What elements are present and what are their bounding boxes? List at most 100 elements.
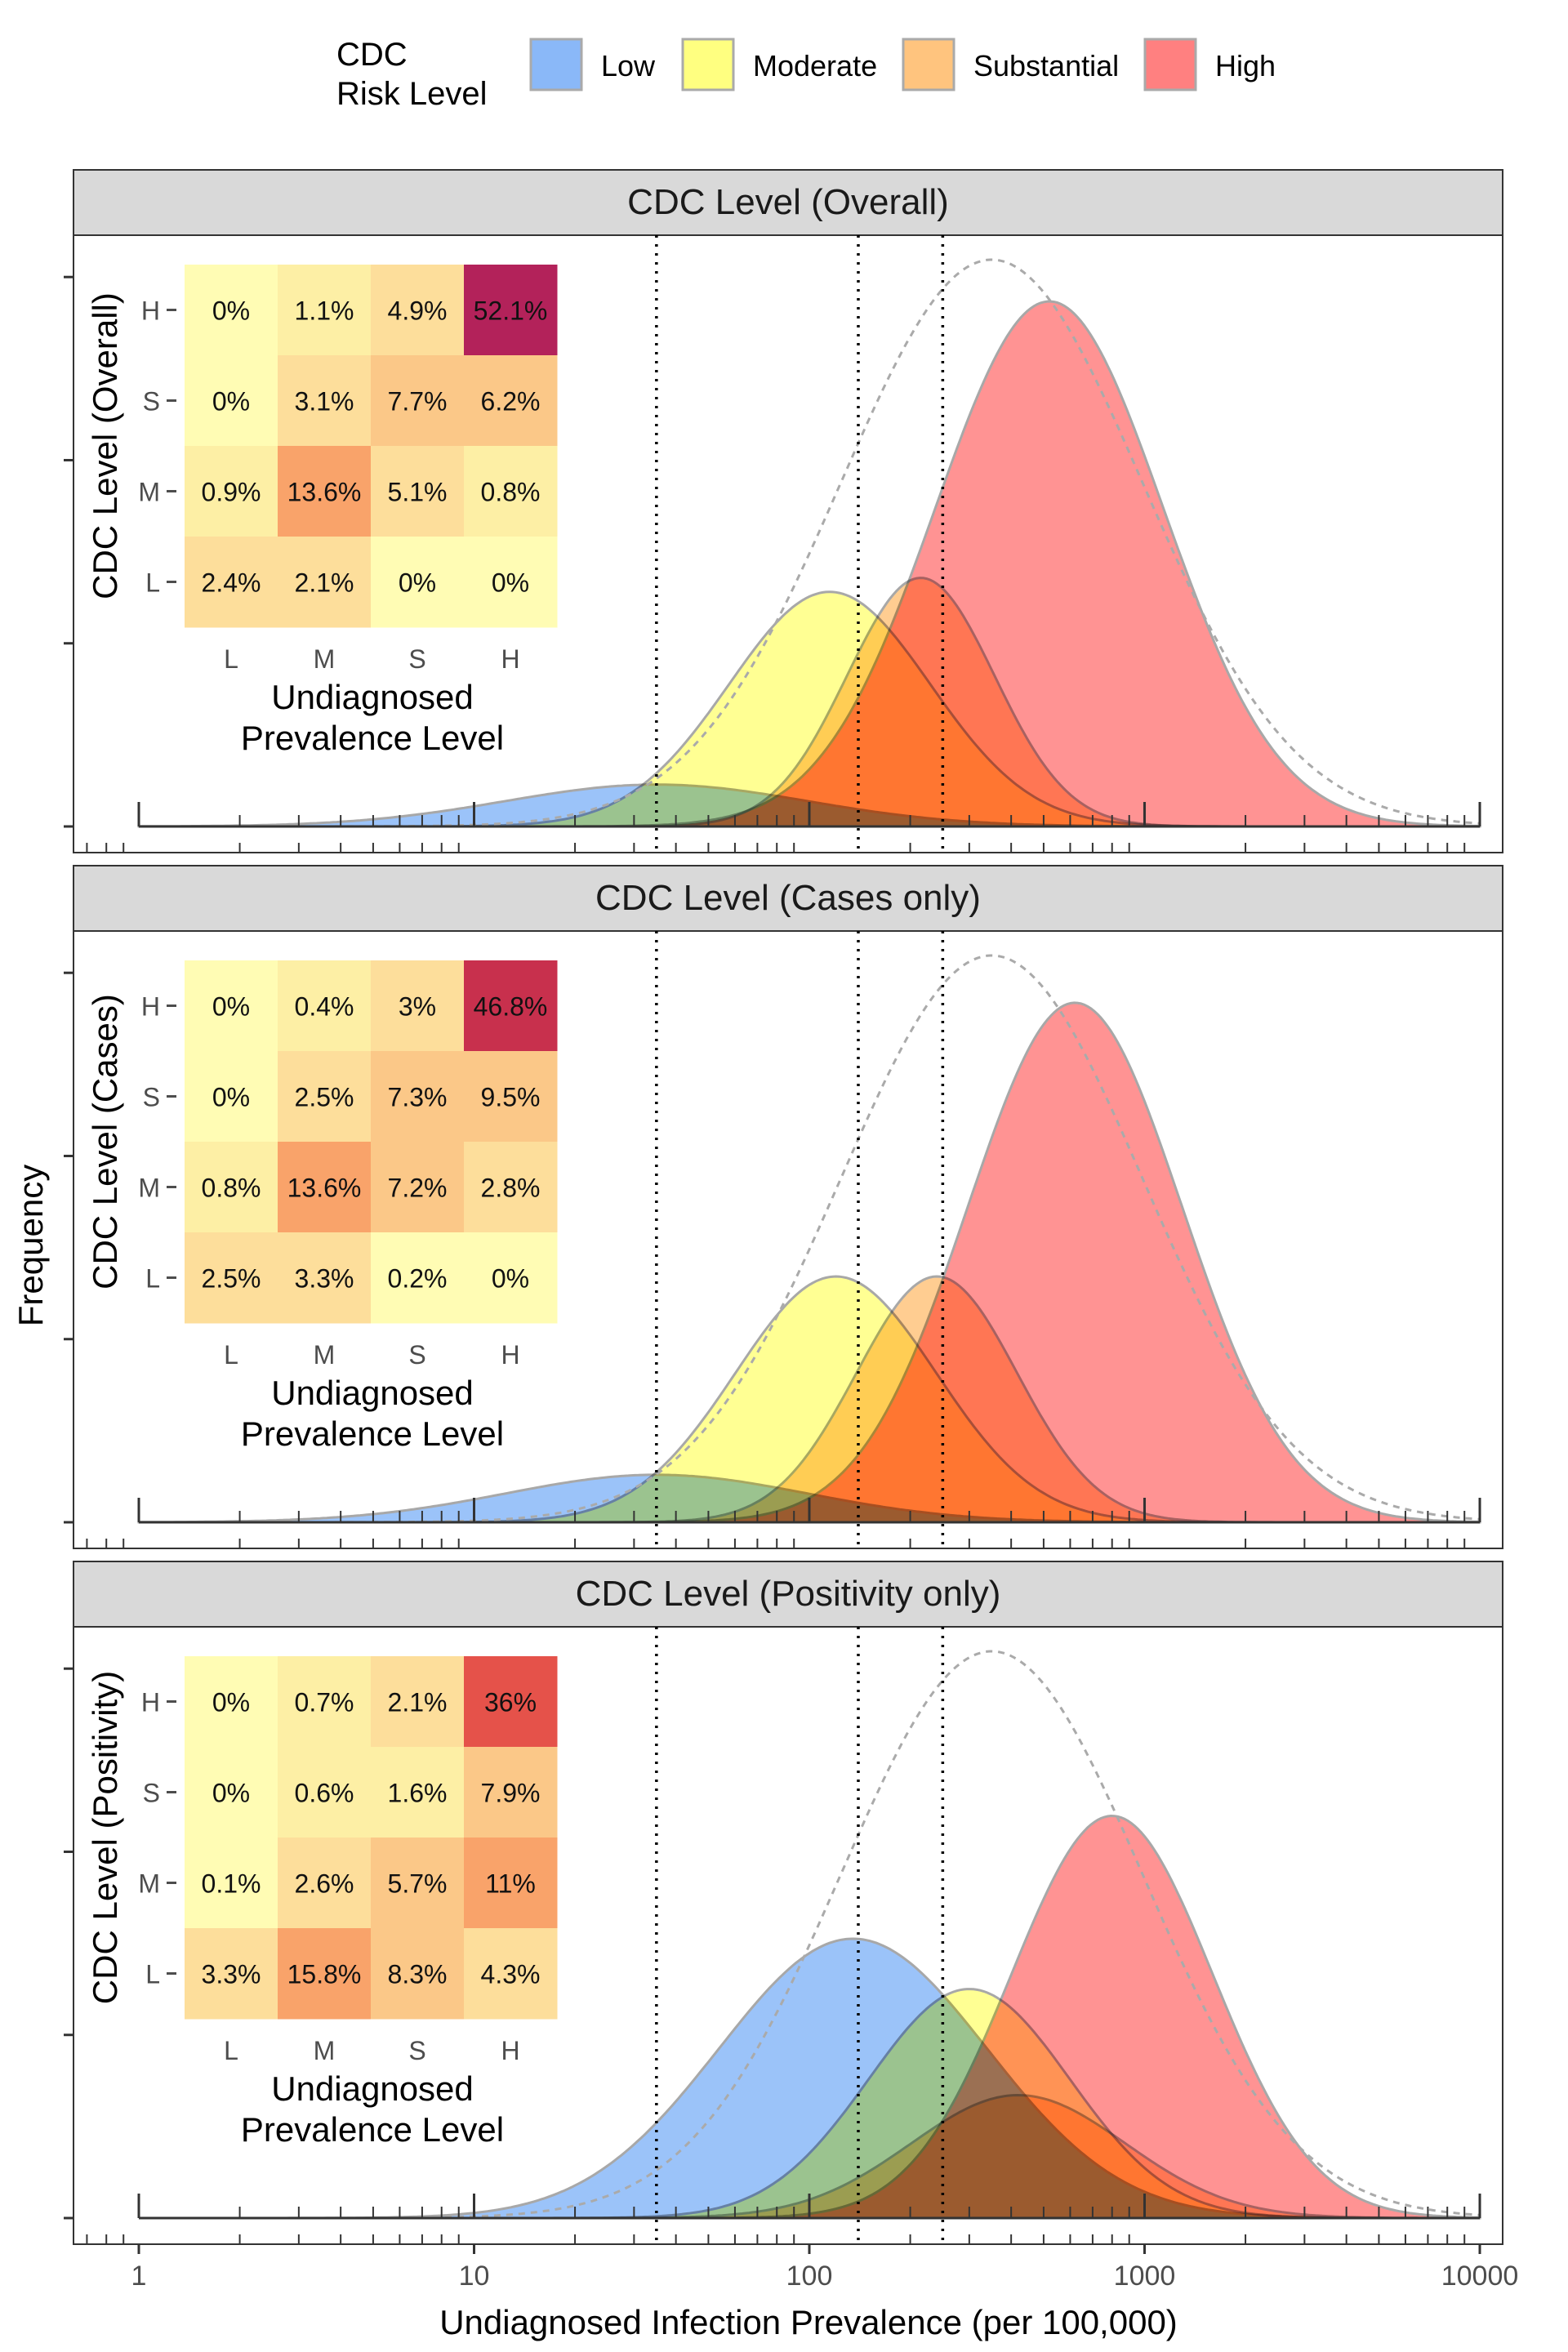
heatmap-cell-label: 2.5% [202, 1264, 261, 1294]
heatmap-x-tick: H [501, 2036, 519, 2065]
heatmap-x-label-line1: Undiagnosed [271, 678, 474, 716]
panel-title: CDC Level (Cases only) [595, 878, 981, 918]
legend-label-high: High [1215, 49, 1276, 82]
heatmap-cell-label: 2.5% [295, 1083, 354, 1112]
heatmap-cell-label: 2.4% [202, 568, 261, 598]
heatmap-cell-label: 1.6% [388, 1779, 448, 1808]
legend-swatch-moderate [681, 38, 735, 91]
heatmap-cell-label: 4.9% [388, 296, 448, 326]
heatmap-cell [278, 1747, 372, 1838]
heatmap-y-tick: M [138, 1174, 160, 1203]
heatmap-cell [371, 1838, 465, 1929]
heatmap-cell [464, 355, 558, 447]
heatmap-x-label-line1: Undiagnosed [271, 2069, 474, 2108]
heatmap-cell [185, 960, 278, 1052]
heatmap-cell-label: 3.1% [295, 387, 354, 416]
heatmap-cell-label: 7.3% [388, 1083, 448, 1112]
heatmap-cell-label: 2.1% [388, 1688, 448, 1717]
panel-2: CDC Level (Cases only) 0% 0.4% 3% 46.8% 0% 2.5… [64, 865, 1503, 1549]
heatmap-cell [371, 446, 465, 537]
heatmap-cell-label: 0% [399, 568, 436, 598]
heatmap-cell [464, 537, 558, 628]
heatmap-y-tick: H [141, 992, 160, 1022]
x-tick-label: 100 [786, 2261, 833, 2292]
inset-heatmap: 0% 1.1% 4.9% 52.1% 0% 3.1% 7.7% 6.2% 0.9% 13.6% 5.… [86, 265, 558, 757]
heatmap-cell [464, 446, 558, 537]
heatmap-x-tick: H [501, 644, 519, 674]
heatmap-x-tick: M [314, 1340, 336, 1370]
heatmap-cell-label: 0% [492, 568, 529, 598]
heatmap-cell-label: 15.8% [287, 1960, 362, 1989]
heatmap-cell-label: 0.6% [295, 1779, 354, 1808]
heatmap-cell [371, 1051, 465, 1143]
heatmap-cell [464, 1928, 558, 2020]
heatmap-cell-label: 52.1% [474, 296, 548, 326]
heatmap-x-tick: S [408, 1340, 425, 1370]
heatmap-y-label: CDC Level (Cases) [86, 994, 124, 1290]
legend-title-line2: Risk Level [336, 76, 488, 112]
heatmap-cell-label: 2.6% [295, 1869, 354, 1899]
legend: CDC Risk Level Low Moderate Substantial Hig… [336, 37, 1276, 112]
heatmap-x-tick: M [314, 644, 336, 674]
legend-label-low: Low [601, 49, 656, 82]
heatmap-cell-label: 8.3% [388, 1960, 448, 1989]
heatmap-cell [185, 537, 278, 628]
heatmap-cell [464, 1142, 558, 1233]
heatmap-cell [278, 537, 372, 628]
heatmap-cell [371, 1928, 465, 2020]
heatmap-x-tick: L [224, 644, 238, 674]
panel-strip [73, 169, 1503, 236]
heatmap-cell [278, 446, 372, 537]
heatmap-x-tick: H [501, 1340, 519, 1370]
x-tick-label: 1 [131, 2261, 147, 2292]
heatmap-cell-label: 6.2% [481, 387, 541, 416]
x-tick-label: 10000 [1441, 2261, 1519, 2292]
heatmap-cell-label: 0% [212, 1083, 250, 1112]
inset-heatmap: 0% 0.7% 2.1% 36% 0% 0.6% 1.6% 7.9% 0.1% 2.6% 5.7% 1… [86, 1656, 558, 2149]
heatmap-x-tick: L [224, 1340, 238, 1370]
heatmap-y-tick: H [141, 1688, 160, 1717]
heatmap-cell-label: 3.3% [202, 1960, 261, 1989]
heatmap-cell [278, 355, 372, 447]
inset-heatmap: 0% 0.4% 3% 46.8% 0% 2.5% 7.3% 9.5% 0.8% 13.6% 7.2%… [86, 960, 558, 1453]
heatmap-y-tick: S [143, 1779, 160, 1808]
heatmap-cell-label: 5.1% [388, 478, 448, 507]
heatmap-cell-label: 36% [484, 1688, 537, 1717]
heatmap-cell-label: 7.7% [388, 387, 448, 416]
panel-strip [73, 1561, 1503, 1628]
heatmap-cell [278, 265, 372, 356]
heatmap-cell [371, 265, 465, 356]
heatmap-cell [278, 1928, 372, 2020]
panel-1: CDC Level (Overall) 0% 1.1% 4.9% 52.1% 0% 3.1%… [64, 169, 1503, 853]
heatmap-cell [185, 1838, 278, 1929]
x-axis-label: Undiagnosed Infection Prevalence (per 10… [439, 2303, 1178, 2341]
heatmap-cell [185, 1747, 278, 1838]
heatmap-y-tick: M [138, 478, 160, 507]
heatmap-x-tick: S [408, 2036, 425, 2065]
heatmap-y-tick: S [143, 387, 160, 416]
heatmap-cell [464, 1838, 558, 1929]
heatmap-x-label-line1: Undiagnosed [271, 1374, 474, 1412]
heatmap-cell [185, 446, 278, 537]
heatmap-cell-label: 0.2% [388, 1264, 448, 1294]
heatmap-cell [278, 1142, 372, 1233]
panel-3: CDC Level (Positivity only) 0% 0.7% 2.1% 36%… [64, 1561, 1503, 2245]
heatmap-cell [278, 1656, 372, 1748]
heatmap-cell [185, 355, 278, 447]
heatmap-cell [371, 1142, 465, 1233]
heatmap-cell [185, 1232, 278, 1324]
heatmap-cell [371, 960, 465, 1052]
heatmap-cell-label: 0.1% [202, 1869, 261, 1899]
heatmap-x-label-line2: Prevalence Level [241, 719, 504, 757]
legend-swatch-substantial [902, 38, 956, 91]
legend-title-line1: CDC [336, 37, 408, 73]
heatmap-cell [464, 1051, 558, 1143]
heatmap-y-tick: S [143, 1083, 160, 1112]
heatmap-y-label: CDC Level (Positivity) [86, 1671, 124, 2004]
heatmap-cell-label: 0% [212, 387, 250, 416]
heatmap-y-label: CDC Level (Overall) [86, 292, 124, 599]
heatmap-cell-label: 0.4% [295, 992, 354, 1022]
heatmap-cell [371, 1656, 465, 1748]
panel-title: CDC Level (Positivity only) [576, 1574, 1001, 1614]
heatmap-cell [185, 1656, 278, 1748]
